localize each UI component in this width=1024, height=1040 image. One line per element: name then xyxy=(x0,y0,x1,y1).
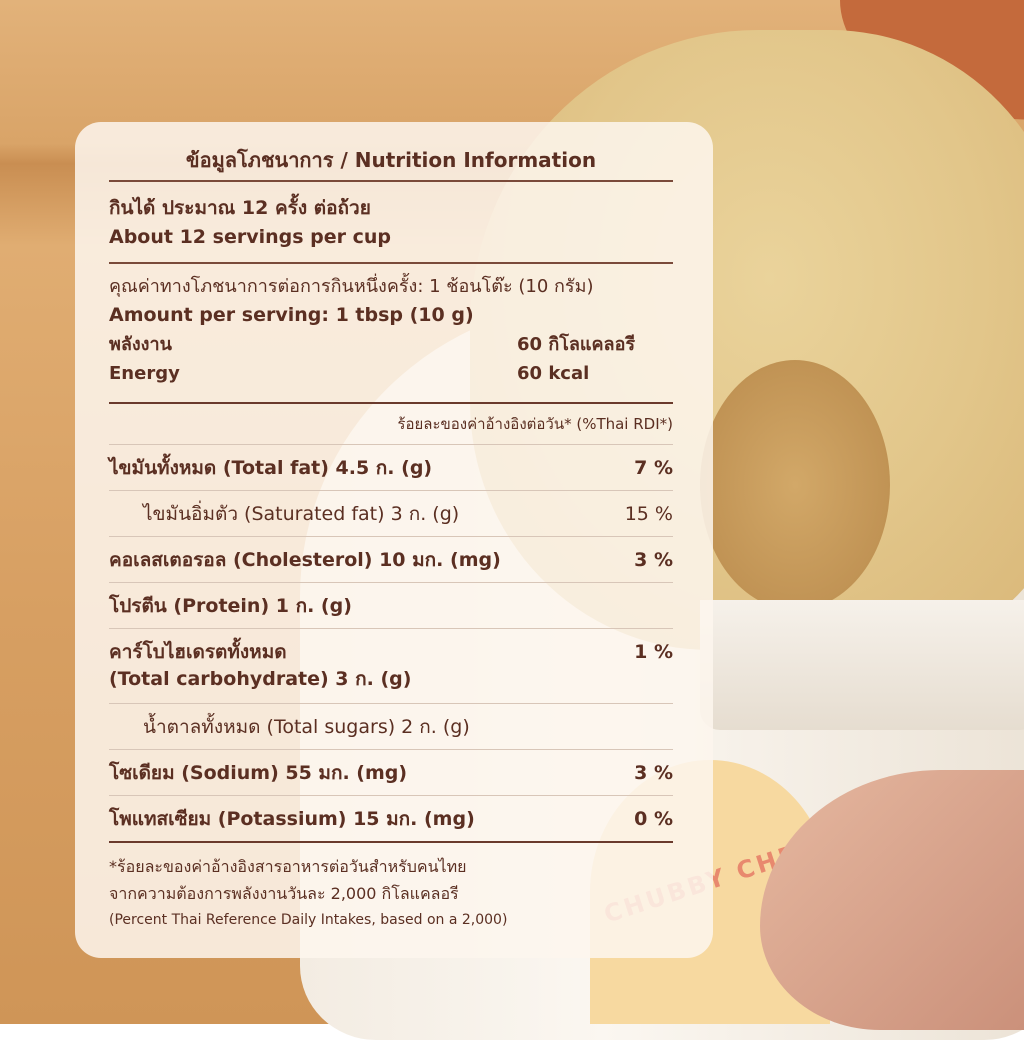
energy-value-th: 60 กิโลแคลอรี xyxy=(517,334,636,355)
nutrient-pct: 3 % xyxy=(634,548,673,571)
energy-en-row: Energy 60 kcal xyxy=(109,359,673,388)
divider xyxy=(109,703,673,704)
energy-label-th: พลังงาน xyxy=(109,334,172,355)
servings-en: About 12 servings per cup xyxy=(109,226,392,248)
nutrient-row: โซเดียม (Sodium) 55 มก. (mg) 3 % xyxy=(109,750,673,795)
nutrient-row: ไขมันทั้งหมด (Total fat) 4.5 ก. (g) 7 % xyxy=(109,445,673,490)
jar-rim xyxy=(700,600,1024,730)
footnote-line: *ร้อยละของค่าอ้างอิงสารอาหารต่อวันสำหรับ… xyxy=(109,857,467,876)
nutrient-label: คอเลสเตอรอล (Cholesterol) 10 มก. (mg) xyxy=(109,548,501,571)
nutrient-label: คาร์โบไฮเดรตทั้งหมด (Total carbohydrate) … xyxy=(109,639,411,693)
nutrition-title: ข้อมูลโภชนาการ / Nutrition Information xyxy=(185,148,597,172)
divider xyxy=(109,262,673,264)
nutrient-label: โซเดียม (Sodium) 55 มก. (mg) xyxy=(109,761,408,784)
nutrient-label-en: (Total carbohydrate) 3 ก. (g) xyxy=(109,668,412,690)
divider xyxy=(109,180,673,182)
divider xyxy=(109,628,673,629)
amount-th: คุณค่าทางโภชนาการต่อการกินหนึ่งครั้ง: 1 … xyxy=(109,276,594,297)
servings-th: กินได้ ประมาณ 12 ครั้ง ต่อถ้วย xyxy=(109,197,371,219)
nutrient-pct: 15 % xyxy=(624,502,673,525)
rdi-header: ร้อยละของค่าอ้างอิงต่อวัน* (%Thai RDI*) xyxy=(397,415,673,433)
nutrient-pct: 7 % xyxy=(634,456,673,479)
nutrient-row: คาร์โบไฮเดรตทั้งหมด (Total carbohydrate) … xyxy=(109,629,673,703)
footnote-line: จากความต้องการพลังงานวันละ 2,000 กิโลแคล… xyxy=(109,884,459,903)
nutrient-label: ไขมันอิ่มตัว (Saturated fat) 3 ก. (g) xyxy=(143,502,460,525)
nutrient-row: คอเลสเตอรอล (Cholesterol) 10 มก. (mg) 3 % xyxy=(109,537,673,582)
nutrient-label-th: คาร์โบไฮเดรตทั้งหมด xyxy=(109,641,287,663)
divider xyxy=(109,444,673,445)
divider xyxy=(109,536,673,537)
nutrient-row: โพแทสเซียม (Potassium) 15 มก. (mg) 0 % xyxy=(109,796,673,841)
divider xyxy=(109,402,673,404)
divider xyxy=(109,795,673,796)
amount-en: Amount per serving: 1 tbsp (10 g) xyxy=(109,304,474,326)
nutrient-label: โพแทสเซียม (Potassium) 15 มก. (mg) xyxy=(109,807,475,830)
nutrient-pct: 3 % xyxy=(634,761,673,784)
amount-per-serving: คุณค่าทางโภชนาการต่อการกินหนึ่งครั้ง: 1 … xyxy=(109,264,673,402)
divider xyxy=(109,490,673,491)
nutrient-label: ไขมันทั้งหมด (Total fat) 4.5 ก. (g) xyxy=(109,456,433,479)
footnote-line: (Percent Thai Reference Daily Intakes, b… xyxy=(109,912,508,928)
nutrient-label: โปรตีน (Protein) 1 ก. (g) xyxy=(109,594,352,617)
nutrient-row: โปรตีน (Protein) 1 ก. (g) xyxy=(109,583,673,628)
energy-label-en: Energy xyxy=(109,363,180,384)
spread-scoop xyxy=(700,360,890,610)
divider xyxy=(109,841,673,843)
nutrient-pct: 1 % xyxy=(634,641,673,663)
nutrient-row: ไขมันอิ่มตัว (Saturated fat) 3 ก. (g) 15 … xyxy=(109,491,673,536)
nutrient-label: น้ำตาลทั้งหมด (Total sugars) 2 ก. (g) xyxy=(143,715,470,738)
servings: กินได้ ประมาณ 12 ครั้ง ต่อถ้วย About 12 … xyxy=(109,182,673,262)
nutrient-pct: 0 % xyxy=(634,807,673,830)
nutrient-row: น้ำตาลทั้งหมด (Total sugars) 2 ก. (g) xyxy=(109,704,673,749)
divider xyxy=(109,582,673,583)
energy-th-row: พลังงาน 60 กิโลแคลอรี xyxy=(109,330,673,359)
energy-value-en: 60 kcal xyxy=(517,363,590,384)
footnote: *ร้อยละของค่าอ้างอิงสารอาหารต่อวันสำหรับ… xyxy=(109,843,673,934)
divider xyxy=(109,749,673,750)
nutrition-card: ข้อมูลโภชนาการ / Nutrition Information ก… xyxy=(75,122,713,958)
